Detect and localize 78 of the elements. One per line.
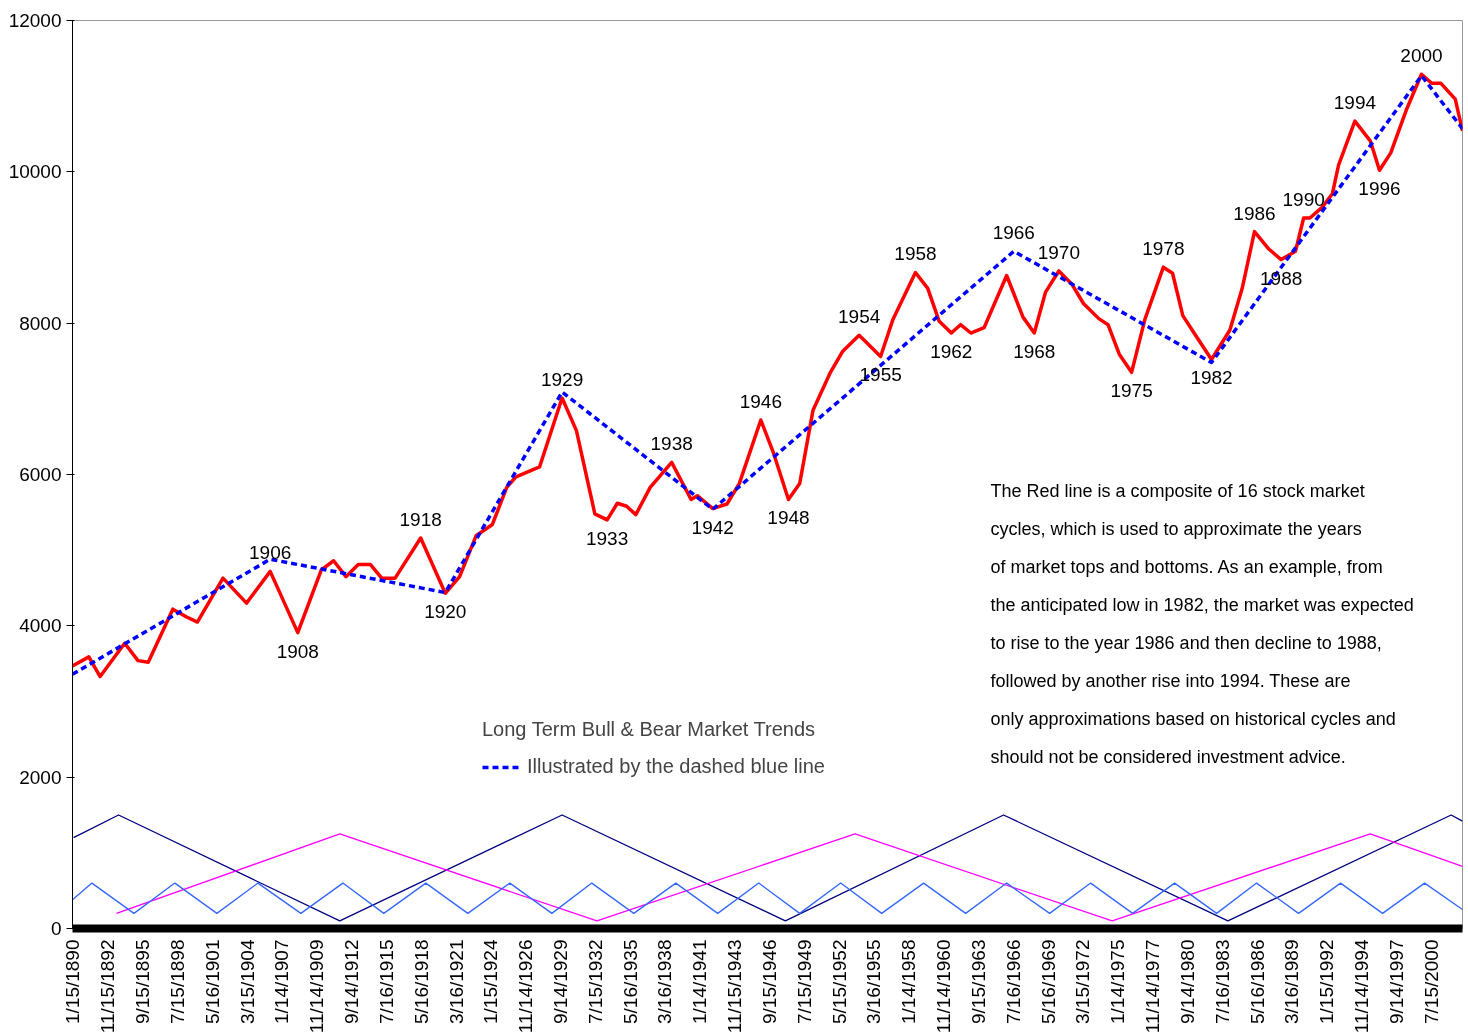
x-tick-label: 7/15/1932 bbox=[584, 939, 606, 1025]
x-tick-label: 7/15/2000 bbox=[1420, 939, 1442, 1025]
annotation: 1946 bbox=[739, 391, 782, 413]
x-tick-label: 7/15/1949 bbox=[793, 939, 815, 1025]
annotation: 1929 bbox=[540, 369, 584, 391]
annotation: 1920 bbox=[424, 601, 467, 623]
x-tick-label: 11/14/1977 bbox=[1142, 939, 1164, 1034]
annotation: 1918 bbox=[399, 509, 442, 531]
line-series bbox=[72, 814, 1463, 922]
annotation: 1970 bbox=[1037, 241, 1080, 263]
x-tick-label: 7/16/1915 bbox=[375, 939, 397, 1025]
y-tick-label: 8000 bbox=[19, 312, 62, 334]
x-tick-label: 5/16/1901 bbox=[201, 939, 223, 1025]
x-tick-label: 7/16/1983 bbox=[1211, 939, 1233, 1025]
x-tick-label: 7/16/1966 bbox=[1002, 939, 1024, 1025]
y-tick-label: 6000 bbox=[19, 464, 62, 485]
x-tick-label: 5/16/1918 bbox=[410, 939, 432, 1025]
x-tick-label: 3/16/1938 bbox=[654, 939, 676, 1025]
x-tick-label: 1/14/1907 bbox=[271, 939, 293, 1025]
annotation: 1988 bbox=[1260, 267, 1303, 289]
annotation: 1990 bbox=[1282, 188, 1325, 210]
x-tick-label: 3/15/1972 bbox=[1072, 939, 1094, 1025]
line-series bbox=[72, 882, 1463, 915]
y-tick-label: 12000 bbox=[8, 10, 62, 31]
annotation: 1978 bbox=[1142, 238, 1185, 260]
x-tick-label: 3/15/1904 bbox=[236, 939, 258, 1025]
x-tick-label: 1/15/1890 bbox=[62, 939, 84, 1025]
x-tick-label: 5/16/1986 bbox=[1246, 939, 1268, 1025]
x-tick-label: 5/15/1952 bbox=[828, 939, 850, 1025]
annotation: 1954 bbox=[838, 306, 881, 328]
x-tick-label: 1/14/1941 bbox=[689, 939, 711, 1025]
annotation: 1975 bbox=[1110, 380, 1153, 402]
x-tick-label: 11/15/1892 bbox=[97, 939, 119, 1034]
x-tick-label: 5/16/1969 bbox=[1037, 939, 1059, 1025]
annotation: 1948 bbox=[767, 507, 810, 529]
annotation: 2000 bbox=[1400, 45, 1443, 67]
x-tick-label: 9/15/1895 bbox=[132, 939, 154, 1025]
annotation: 1982 bbox=[1190, 367, 1233, 389]
y-tick-label: 4000 bbox=[19, 615, 62, 637]
x-tick-label: 9/15/1946 bbox=[758, 939, 780, 1025]
annotation: 1966 bbox=[992, 222, 1035, 244]
annotation: 1986 bbox=[1233, 202, 1276, 224]
x-tick-label: 11/15/1943 bbox=[724, 939, 746, 1034]
legend-label: Illustrated by the dashed blue line bbox=[527, 755, 825, 778]
annotation: 1968 bbox=[1013, 341, 1056, 362]
annotation: 1933 bbox=[585, 527, 629, 549]
y-tick-label: 0 bbox=[50, 918, 62, 939]
x-tick-label: 11/14/1926 bbox=[515, 939, 537, 1034]
annotation: 1908 bbox=[276, 640, 319, 662]
x-tick-label: 3/16/1955 bbox=[863, 939, 885, 1025]
annotation: 1962 bbox=[930, 341, 973, 362]
x-tick-label: 9/14/1929 bbox=[549, 939, 571, 1025]
x-tick-label: 11/14/1994 bbox=[1351, 939, 1373, 1034]
x-tick-label: 11/14/1960 bbox=[933, 939, 955, 1034]
annotation: 1996 bbox=[1358, 178, 1401, 200]
x-tick-label: 9/14/1980 bbox=[1176, 939, 1198, 1025]
x-tick-label: 9/14/1912 bbox=[341, 939, 363, 1025]
x-tick-label: 9/15/1963 bbox=[967, 939, 989, 1025]
x-tick-label: 1/15/1992 bbox=[1316, 939, 1338, 1025]
annotation: The Red line is a composite of 16 stock market cycles, which is used to approximate the years of market tops and bottoms. As an example, from the anticipated low in 1982, the market was expected to rise to the year 1986 and then decline to 1988, followed by another rise into 1994. These are only approximations based on historical cycles and should not be considered investment advice. bbox=[990, 480, 1414, 767]
x-tick-label: 5/16/1935 bbox=[619, 939, 641, 1025]
annotation: 1906 bbox=[249, 542, 292, 564]
annotation: 1942 bbox=[691, 516, 734, 538]
x-tick-label: 3/16/1921 bbox=[445, 939, 467, 1025]
y-tick-label: 10000 bbox=[8, 161, 62, 183]
x-tick-label: 9/14/1997 bbox=[1385, 939, 1407, 1025]
x-tick-label: 7/15/1898 bbox=[166, 939, 188, 1025]
x-tick-label: 1/14/1975 bbox=[1107, 939, 1129, 1025]
x-tick-label: 1/14/1958 bbox=[898, 939, 920, 1025]
line-series bbox=[115, 833, 1463, 922]
annotation: 1994 bbox=[1333, 92, 1377, 114]
legend-title: Long Term Bull & Bear Market Trends bbox=[482, 718, 817, 741]
x-tick-label: 1/15/1924 bbox=[480, 939, 502, 1025]
y-tick-label: 2000 bbox=[19, 766, 62, 788]
annotation: 1938 bbox=[650, 433, 693, 455]
x-tick-label: 3/16/1989 bbox=[1281, 939, 1303, 1025]
annotation: 1958 bbox=[894, 243, 937, 265]
x-tick-label: 11/14/1909 bbox=[306, 939, 328, 1034]
